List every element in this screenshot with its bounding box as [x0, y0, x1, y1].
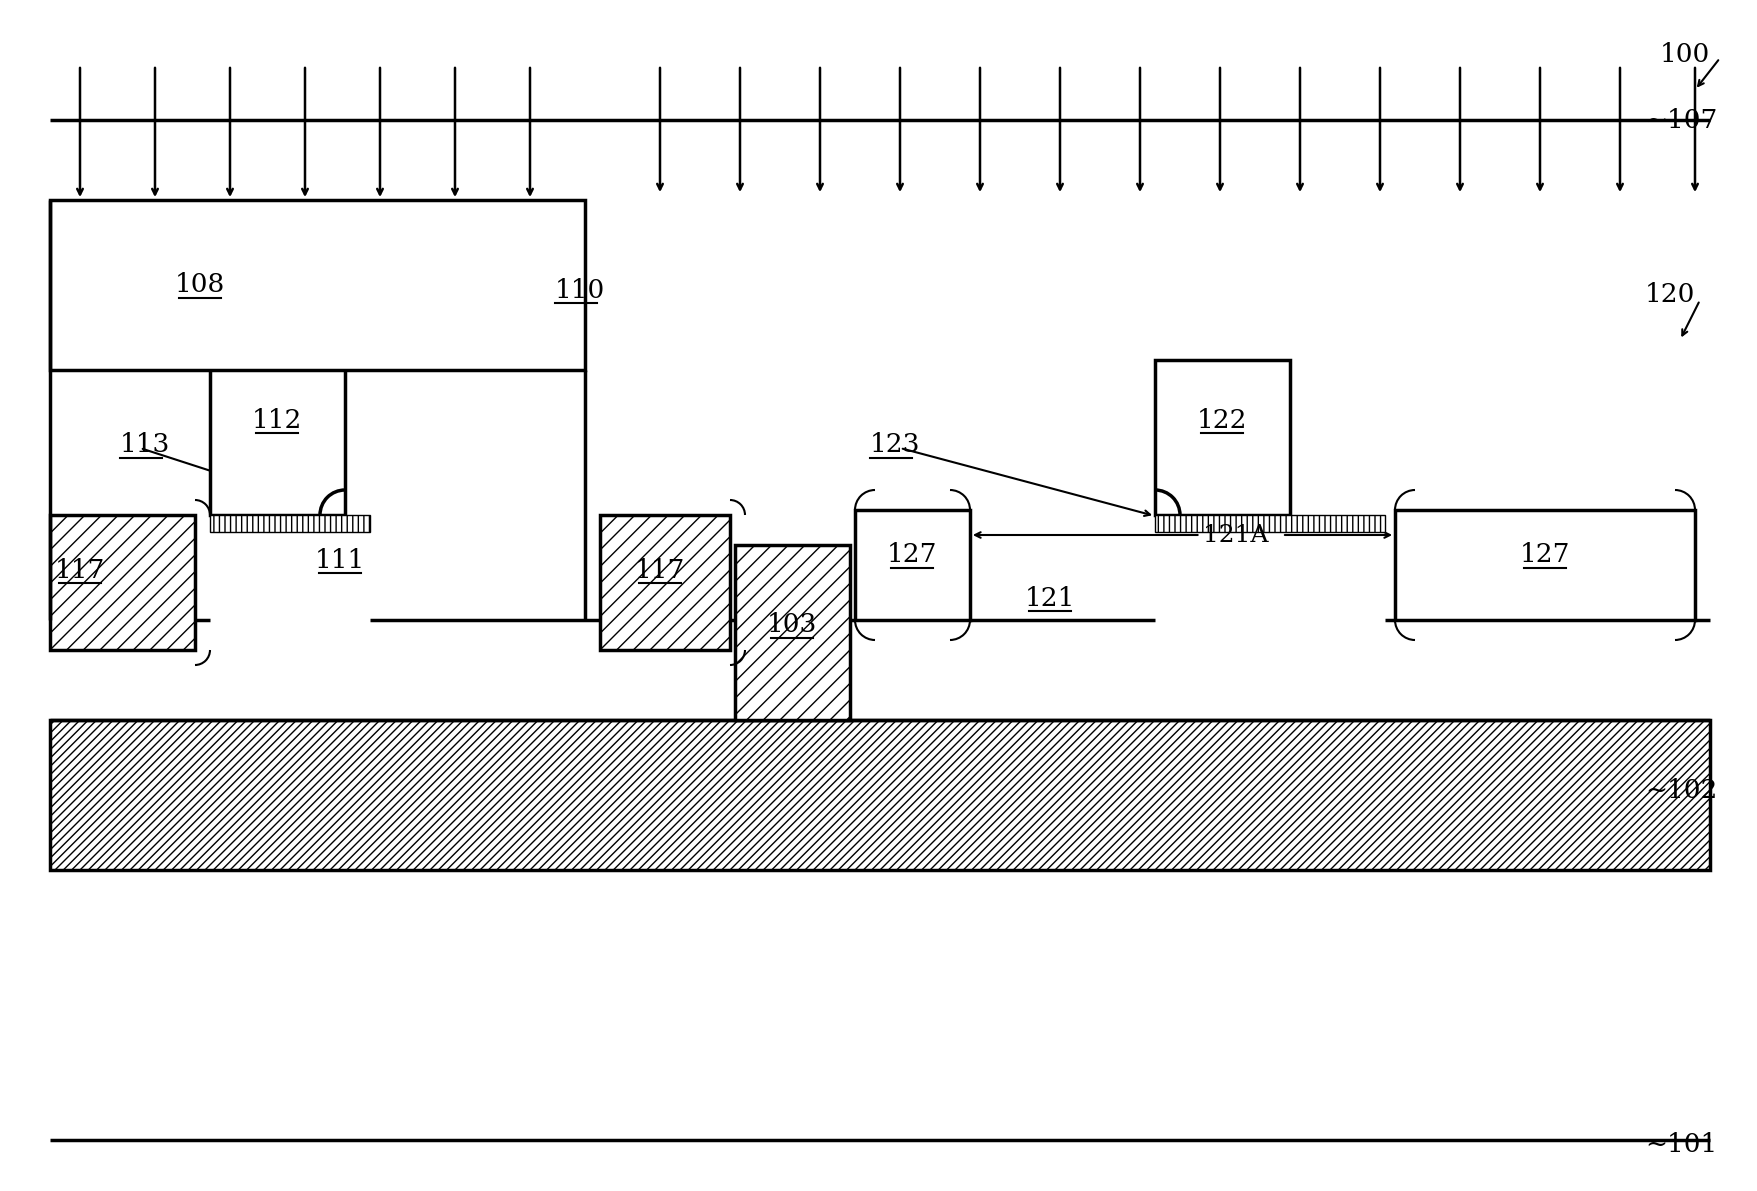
Bar	[49, 200, 585, 370]
Text: 122: 122	[1197, 407, 1247, 432]
Text: ~101: ~101	[1645, 1133, 1717, 1158]
Text: ~107: ~107	[1645, 107, 1717, 132]
Text: 127: 127	[887, 542, 936, 567]
Text: 103: 103	[766, 612, 817, 637]
Text: 117: 117	[634, 557, 685, 582]
Bar	[49, 721, 1710, 869]
Text: 100: 100	[1660, 43, 1710, 68]
Text: 120: 120	[1645, 282, 1696, 307]
Bar	[856, 510, 970, 621]
Bar	[211, 360, 344, 515]
Text: 117: 117	[54, 557, 105, 582]
Text: 121: 121	[1024, 586, 1075, 611]
Bar	[49, 515, 195, 650]
Bar	[1154, 515, 1385, 532]
Bar	[211, 515, 371, 532]
Text: 123: 123	[870, 432, 921, 457]
Text: 112: 112	[251, 407, 302, 432]
Text: 111: 111	[315, 548, 365, 573]
Text: 108: 108	[176, 273, 225, 298]
Text: 121A: 121A	[1202, 524, 1269, 547]
Bar	[734, 545, 850, 721]
Text: ~102: ~102	[1645, 778, 1717, 803]
Text: 113: 113	[119, 432, 170, 457]
Bar	[1395, 510, 1696, 621]
Bar	[1154, 360, 1290, 515]
Text: 110: 110	[555, 278, 604, 303]
Bar	[599, 515, 729, 650]
Text: 127: 127	[1520, 542, 1571, 567]
